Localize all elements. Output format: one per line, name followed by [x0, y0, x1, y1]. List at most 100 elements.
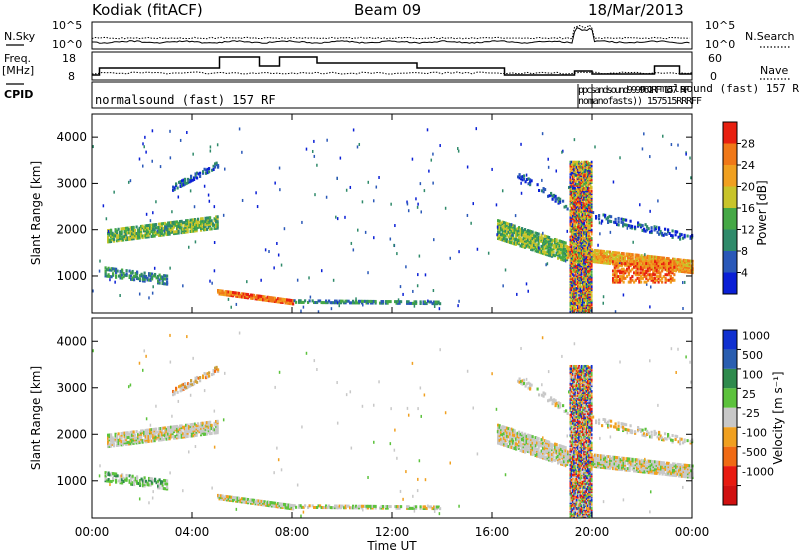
power-cell — [597, 254, 600, 258]
velocity-cell — [295, 505, 298, 509]
power-cell — [507, 240, 510, 244]
power-strong-cell — [615, 273, 618, 277]
power-strong-cell — [673, 278, 676, 282]
power-cell — [293, 299, 296, 303]
power-cell — [609, 250, 612, 254]
power-noise-cell — [432, 289, 435, 293]
power-cell — [659, 231, 662, 235]
power-cell — [614, 217, 617, 221]
power-contamination-cell — [588, 269, 591, 272]
power-cell — [260, 294, 263, 298]
power-cell — [634, 255, 637, 259]
velocity-cell — [213, 421, 216, 425]
velocity-cell — [269, 502, 272, 506]
power-strong-cell — [615, 278, 618, 282]
power-cell — [286, 300, 289, 304]
power-contamination-cell — [587, 227, 589, 230]
velocity-cell — [204, 432, 207, 436]
power-contamination-cell — [580, 213, 583, 216]
velocity-cell — [216, 431, 219, 435]
power-cell — [624, 260, 627, 264]
power-contamination-cell — [580, 201, 583, 204]
velocity-cell — [122, 443, 125, 447]
power-contamination-cell — [572, 180, 574, 183]
power-contamination-cell — [574, 163, 577, 167]
power-cell — [179, 226, 182, 230]
power-cell — [179, 223, 182, 227]
velocity-cell — [203, 431, 206, 435]
power-contamination-cell — [573, 192, 576, 196]
power-contamination-cell — [583, 245, 586, 248]
power-contamination-cell — [573, 309, 576, 312]
power-contamination-cell — [578, 202, 581, 205]
power-cell — [658, 257, 661, 261]
power-cell — [272, 296, 275, 300]
power-cell — [528, 237, 531, 241]
power-contamination-cell — [577, 306, 579, 310]
velocity-cell — [201, 421, 204, 425]
power-contamination-cell — [574, 167, 577, 171]
power-cell — [533, 243, 536, 247]
velocity-cell — [104, 476, 107, 479]
power-cell — [115, 269, 118, 273]
power-contamination-cell — [572, 296, 574, 300]
velocity-cell — [183, 435, 186, 439]
power-contamination-cell — [583, 292, 586, 296]
velocity-cell — [173, 430, 176, 434]
power-cell — [534, 231, 537, 235]
power-cell — [564, 252, 567, 256]
power-contamination-cell — [574, 180, 577, 183]
power-contamination-cell — [573, 237, 576, 240]
velocity-cell — [286, 503, 289, 507]
power-cell — [244, 292, 247, 296]
power-contamination-cell — [583, 299, 586, 303]
velocity-cell — [286, 506, 289, 510]
power-cell — [524, 237, 527, 241]
power-strong-cell — [629, 269, 632, 273]
power-contamination-cell — [573, 180, 576, 183]
power-contamination-cell — [573, 206, 576, 210]
power-contamination-cell — [588, 195, 591, 198]
power-cell — [141, 226, 144, 230]
power-cell — [549, 246, 552, 250]
velocity-cell — [189, 431, 192, 435]
power-contamination-cell — [573, 199, 576, 203]
power-cell — [191, 221, 194, 225]
power-cell — [646, 264, 649, 268]
velocity-cell — [251, 498, 254, 502]
power-noise-cell — [149, 219, 152, 223]
power-contamination-cell — [570, 277, 573, 280]
power-contamination-cell — [577, 188, 579, 192]
power-strong-cell — [643, 280, 646, 284]
power-contamination-cell — [587, 173, 589, 176]
velocity-cell — [126, 440, 129, 444]
power-contamination-cell — [590, 171, 593, 175]
power-cell — [142, 277, 145, 281]
power-contamination-cell — [583, 277, 586, 280]
velocity-cell — [113, 442, 116, 446]
power-cell — [256, 297, 259, 301]
power-cell — [143, 229, 146, 233]
power-contamination-cell — [590, 238, 593, 241]
power-contamination-cell — [573, 302, 576, 305]
velocity-cell — [206, 375, 209, 379]
power-cell — [512, 237, 515, 241]
power-contamination-cell — [590, 249, 593, 253]
power-cell — [216, 215, 219, 219]
power-cell — [334, 299, 337, 303]
power-contamination-cell — [585, 231, 588, 235]
power-contamination-cell — [578, 280, 581, 283]
power-heatmap-cells — [92, 127, 694, 314]
power-noise-cell — [458, 299, 460, 303]
power-noise-cell — [313, 139, 315, 143]
power-cell — [554, 237, 557, 241]
velocity-cell — [325, 506, 328, 510]
velocity-cell — [161, 480, 164, 484]
power-cell — [107, 232, 110, 236]
velocity-cell — [167, 435, 170, 439]
power-contamination-cell — [584, 169, 587, 172]
power-cell — [180, 229, 183, 233]
power-cell — [527, 240, 530, 244]
power-cell — [600, 251, 603, 255]
power-cell — [299, 300, 302, 304]
